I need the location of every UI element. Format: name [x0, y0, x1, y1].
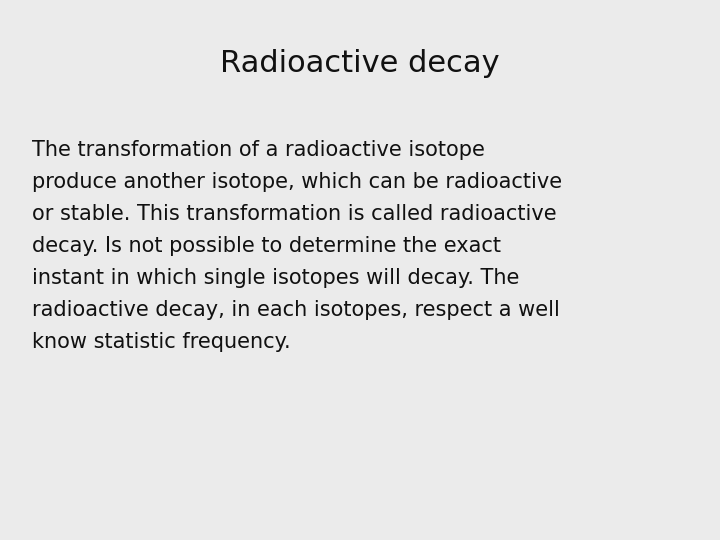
Text: Radioactive decay: Radioactive decay — [220, 49, 500, 78]
Text: The transformation of a radioactive isotope
produce another isotope, which can b: The transformation of a radioactive isot… — [32, 140, 562, 353]
